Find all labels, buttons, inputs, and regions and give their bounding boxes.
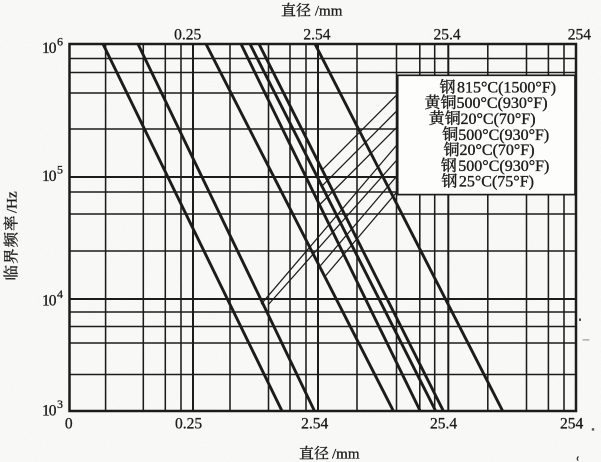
svg-text:25.4: 25.4 bbox=[430, 416, 457, 433]
svg-text:0.25: 0.25 bbox=[174, 27, 201, 44]
svg-text:254: 254 bbox=[560, 416, 584, 433]
svg-text:815°C(1500°F): 815°C(1500°F) bbox=[457, 80, 556, 97]
svg-text:254: 254 bbox=[568, 27, 592, 44]
svg-text:/Hz: /Hz bbox=[5, 191, 21, 213]
svg-text:500°C(930°F): 500°C(930°F) bbox=[457, 95, 548, 112]
svg-text:0.25: 0.25 bbox=[175, 416, 202, 433]
svg-text:25.4: 25.4 bbox=[433, 27, 460, 44]
svg-text:/mm: /mm bbox=[315, 4, 343, 20]
svg-text:0: 0 bbox=[65, 416, 73, 433]
svg-text:25°C(75°F): 25°C(75°F) bbox=[459, 174, 534, 191]
svg-text:/mm: /mm bbox=[332, 447, 360, 462]
svg-text:500°C(930°F): 500°C(930°F) bbox=[458, 127, 549, 144]
svg-text:2.54: 2.54 bbox=[303, 27, 330, 44]
svg-text:2.54: 2.54 bbox=[301, 416, 328, 433]
svg-text:20°C(70°F): 20°C(70°F) bbox=[460, 142, 535, 159]
svg-text:500°C(930°F): 500°C(930°F) bbox=[458, 158, 549, 175]
svg-text:20°C(70°F): 20°C(70°F) bbox=[461, 111, 536, 128]
